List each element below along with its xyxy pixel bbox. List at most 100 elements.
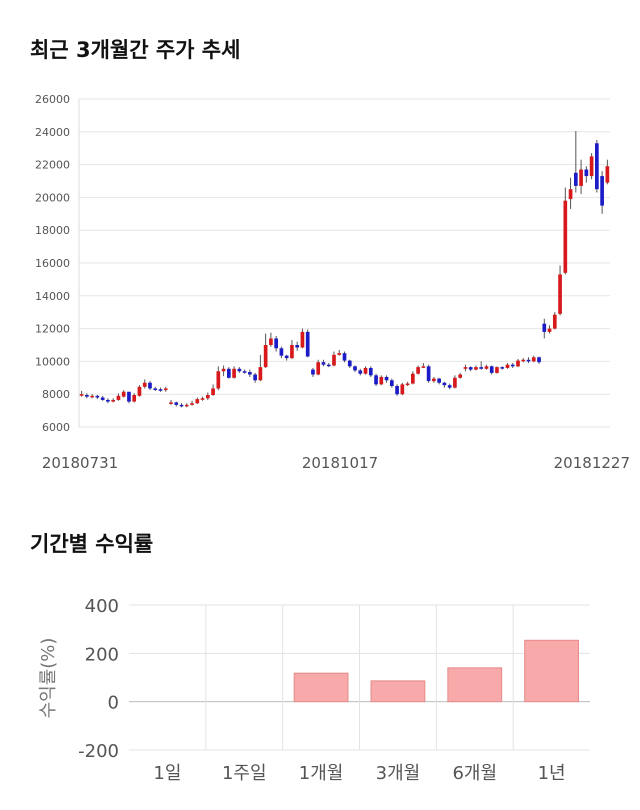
y-axis-label: 수익률(%) bbox=[38, 638, 59, 719]
candle-body bbox=[305, 331, 310, 357]
bar-3개월 bbox=[370, 680, 426, 703]
candle-body bbox=[100, 397, 105, 400]
x-tick-label: 1개월 bbox=[299, 763, 344, 784]
candle-body bbox=[437, 378, 441, 383]
candle-body bbox=[600, 176, 604, 206]
candle-body bbox=[526, 359, 531, 362]
candle-body bbox=[316, 362, 321, 375]
candle-body bbox=[211, 388, 215, 396]
candle-body bbox=[453, 377, 457, 388]
candle-body bbox=[400, 384, 405, 395]
candle-body bbox=[463, 367, 468, 369]
candle-body bbox=[205, 395, 210, 399]
x-tick-label: 20181017 bbox=[302, 454, 378, 472]
candle-body bbox=[489, 366, 494, 373]
candle-body bbox=[374, 375, 378, 385]
price-chart-title: 최근 3개월간 주가 추세 bbox=[30, 38, 241, 62]
candle-body bbox=[384, 376, 389, 381]
y-tick-label: 20000 bbox=[35, 191, 70, 204]
candle-body bbox=[274, 338, 278, 349]
candle-body bbox=[558, 274, 562, 314]
candle-body bbox=[426, 366, 431, 382]
candle-body bbox=[216, 371, 221, 389]
candle-body bbox=[258, 367, 263, 381]
candle-body bbox=[442, 382, 447, 386]
y-tick-label: 8000 bbox=[42, 388, 70, 401]
candle-body bbox=[269, 338, 273, 345]
candle-body bbox=[573, 172, 578, 186]
candle-body bbox=[95, 395, 100, 398]
candle-body bbox=[326, 364, 331, 367]
candle-body bbox=[547, 328, 552, 332]
candle-body bbox=[163, 388, 168, 391]
candle-body bbox=[474, 367, 478, 370]
candle-body bbox=[232, 368, 236, 378]
x-tick-label: 1년 bbox=[538, 763, 566, 784]
y-tick-label: 24000 bbox=[35, 126, 70, 139]
candle-body bbox=[169, 402, 173, 404]
x-tick-label: 6개월 bbox=[452, 763, 497, 784]
candle-body bbox=[595, 143, 599, 190]
candle-body bbox=[200, 398, 205, 400]
candle-body bbox=[542, 323, 547, 332]
candle-body bbox=[521, 359, 526, 362]
candle-body bbox=[174, 402, 179, 405]
candle-body bbox=[495, 367, 499, 373]
candle-body bbox=[127, 391, 131, 402]
candle-body bbox=[510, 364, 515, 367]
candle-body bbox=[337, 353, 342, 355]
candle-body bbox=[552, 314, 557, 329]
y-tick-label: 6000 bbox=[42, 421, 70, 434]
candle-body bbox=[184, 404, 189, 407]
candle-body bbox=[605, 166, 610, 183]
candle-body bbox=[142, 382, 147, 387]
candle-body bbox=[221, 368, 226, 372]
y-tick-label: 26000 bbox=[35, 93, 70, 106]
candle-body bbox=[116, 395, 121, 400]
candle-body bbox=[468, 367, 473, 370]
candle-body bbox=[237, 368, 242, 372]
candle-body bbox=[132, 395, 137, 402]
candle-body bbox=[379, 376, 384, 385]
y-tick-label: 10000 bbox=[35, 355, 70, 368]
candles-group bbox=[79, 130, 610, 408]
x-tick-label: 3개월 bbox=[376, 763, 421, 784]
candle-body bbox=[416, 367, 420, 374]
candle-body bbox=[295, 345, 300, 348]
candle-body bbox=[158, 389, 163, 391]
candle-body bbox=[111, 399, 116, 402]
candle-body bbox=[79, 394, 84, 396]
y-tick-label: 400 bbox=[85, 596, 119, 617]
y-tick-label: 12000 bbox=[35, 323, 70, 336]
y-tick-label: 18000 bbox=[35, 224, 70, 237]
candle-body bbox=[405, 383, 410, 386]
candle-body bbox=[389, 380, 394, 386]
candle-body bbox=[353, 366, 357, 371]
returns-chart-title: 기간별 수익률 bbox=[30, 532, 154, 556]
x-tick-label: 20180731 bbox=[42, 454, 118, 472]
candle-body bbox=[290, 345, 294, 359]
candle-body bbox=[248, 372, 252, 375]
candle-body bbox=[190, 403, 194, 405]
candle-body bbox=[432, 378, 436, 382]
candle-body bbox=[537, 357, 541, 363]
candle-body bbox=[368, 367, 373, 376]
candle-body bbox=[411, 373, 415, 384]
y-tick-label: 16000 bbox=[35, 257, 70, 270]
y-tick-label: 14000 bbox=[35, 290, 70, 303]
candle-body bbox=[421, 366, 426, 368]
candle-body bbox=[347, 360, 352, 367]
candle-body bbox=[579, 169, 583, 186]
candle-body bbox=[321, 362, 326, 365]
candle-body bbox=[279, 348, 284, 356]
bars-group bbox=[293, 639, 579, 703]
candle-body bbox=[153, 388, 158, 390]
x-tick-label: 20181227 bbox=[554, 454, 630, 472]
bar-1개월 bbox=[293, 672, 349, 703]
candle-body bbox=[458, 374, 463, 378]
candle-body bbox=[226, 368, 231, 378]
candle-body bbox=[342, 353, 347, 361]
candle-body bbox=[263, 345, 268, 368]
candle-body bbox=[195, 399, 200, 404]
